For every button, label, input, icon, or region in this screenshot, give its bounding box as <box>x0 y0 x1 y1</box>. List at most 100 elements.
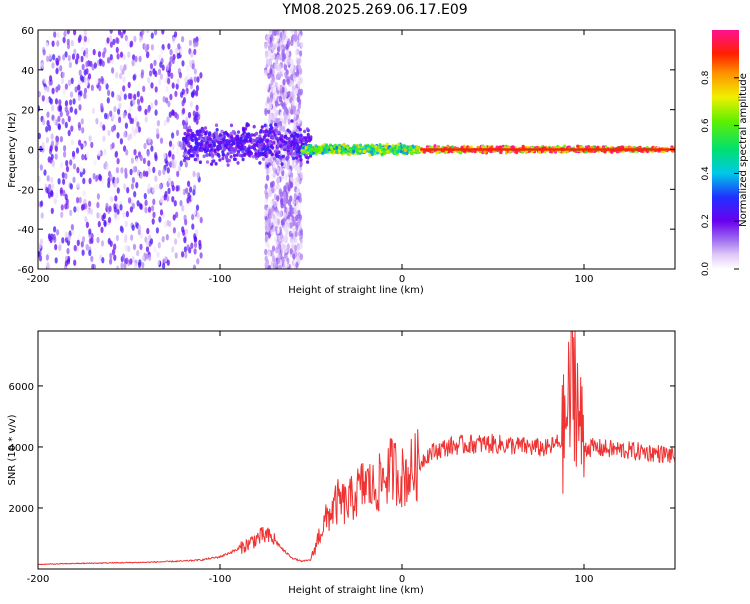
spectrogram-cell <box>66 110 70 117</box>
spectrogram-cell <box>176 78 180 85</box>
spectrogram-cell <box>90 141 94 149</box>
spectrogram-cell <box>198 34 202 42</box>
spectrogram-cell <box>70 139 74 146</box>
spectrogram-cell <box>116 214 120 221</box>
spectrogram-cell <box>109 240 113 247</box>
spectrogram-cell <box>279 111 283 119</box>
spectrogram-cell <box>292 253 296 260</box>
spectrogram-cell <box>101 178 105 185</box>
spectrogram-cell <box>187 156 191 161</box>
spectrogram-cell <box>193 233 197 240</box>
spectrogram-cell <box>69 91 74 98</box>
spectrogram-cell <box>152 198 156 205</box>
spectrogram-cell <box>62 88 66 95</box>
snr-y-axis-label: SNR (10 * v/v) <box>7 414 18 485</box>
spectrogram-y-tick-label: 0 <box>28 146 34 157</box>
spectrogram-cell <box>292 70 296 77</box>
spectrogram-cell <box>132 98 136 106</box>
spectrogram-cell <box>300 151 304 156</box>
spectrogram-cell <box>275 41 279 48</box>
spectrogram-cell <box>221 152 225 157</box>
spectrogram-cell <box>130 40 134 47</box>
spectrogram-cell <box>247 150 251 154</box>
spectrogram-cell <box>176 147 180 154</box>
spectrogram-cell <box>43 169 47 176</box>
spectrogram-cell <box>296 255 300 262</box>
spectrogram-cell <box>191 138 195 142</box>
spectrogram-cell <box>185 116 189 123</box>
spectrogram-cell <box>151 205 155 212</box>
spectrogram-cell <box>469 145 473 149</box>
spectrogram-cell <box>280 100 284 107</box>
spectrogram-cell <box>255 136 259 141</box>
spectrogram-cell <box>57 55 61 62</box>
spectrogram-cell <box>139 172 143 180</box>
spectrogram-cell <box>139 232 143 239</box>
spectrogram-y-tick-label: 20 <box>21 106 34 117</box>
spectrogram-cell <box>189 101 193 108</box>
spectrogram-cell <box>292 117 296 124</box>
spectrogram-cell <box>271 254 275 261</box>
spectrogram-cell <box>241 150 245 154</box>
snr-y-tick-label: 4000 <box>9 443 34 454</box>
spectrogram-cell <box>294 35 298 42</box>
spectrogram-cell <box>100 102 104 110</box>
spectrogram-cell <box>124 172 128 179</box>
spectrogram-cell <box>254 132 258 136</box>
spectrogram-cell <box>149 70 153 77</box>
spectrogram-cell <box>292 156 296 161</box>
spectrogram-cell <box>281 257 285 265</box>
spectrogram-cell <box>366 144 370 149</box>
spectrogram-cell <box>292 143 296 147</box>
spectrogram-cell <box>262 144 266 148</box>
spectrogram-cell <box>306 132 310 137</box>
spectrogram-cell <box>272 68 276 75</box>
spectrogram-cell <box>186 128 190 133</box>
spectrogram-cell <box>83 87 88 95</box>
spectrogram-cell <box>258 161 262 165</box>
spectrogram-cell <box>268 50 272 57</box>
spectrogram-cell <box>276 30 280 36</box>
spectrogram-cell <box>277 66 282 73</box>
spectrogram-cell <box>48 53 52 61</box>
spectrogram-cell <box>53 31 57 38</box>
spectrogram-cell <box>113 254 117 261</box>
spectrogram-y-tick-label: -40 <box>18 225 34 236</box>
spectrogram-cell <box>143 43 147 50</box>
spectrogram-cell <box>280 243 285 250</box>
spectrogram-cell <box>95 174 99 182</box>
spectrogram-cell <box>299 77 303 84</box>
spectrogram-x-tick-label: 0 <box>399 274 405 285</box>
spectrogram-cell <box>273 86 277 93</box>
spectrogram-cell <box>90 84 94 92</box>
spectrogram-cell <box>64 121 68 129</box>
spectrogram-cell <box>193 76 197 83</box>
spectrogram-cell <box>132 243 137 251</box>
spectrogram-cell <box>267 72 271 80</box>
spectrogram-cell <box>174 252 178 259</box>
spectrogram-cell <box>293 192 297 200</box>
spectrogram-cell <box>73 259 77 266</box>
spectrogram-cell <box>266 37 271 45</box>
spectrogram-cell <box>245 139 249 143</box>
spectrogram-cell <box>192 150 196 155</box>
spectrogram-cell <box>252 139 256 143</box>
spectrogram-cell <box>543 149 547 154</box>
spectrogram-cell <box>265 129 269 133</box>
spectrogram-x-axis-label: Height of straight line (km) <box>288 285 424 296</box>
spectrogram-cell <box>266 174 270 181</box>
spectrogram-cell <box>149 238 154 245</box>
spectrogram-cell <box>284 134 288 139</box>
spectrogram-cell <box>50 207 54 215</box>
spectrogram-cell <box>143 142 147 150</box>
snr-x-tick-label: -100 <box>209 574 232 585</box>
spectrogram-cell <box>203 126 208 130</box>
spectrogram-cell <box>289 143 293 148</box>
spectrogram-cell <box>79 90 83 97</box>
spectrogram-cell <box>83 30 87 37</box>
spectrogram-cell <box>116 265 120 269</box>
spectrogram-cell <box>195 104 199 112</box>
spectrogram-cell <box>273 128 277 133</box>
spectrogram-cell <box>138 259 142 266</box>
spectrogram-cell <box>176 52 180 60</box>
